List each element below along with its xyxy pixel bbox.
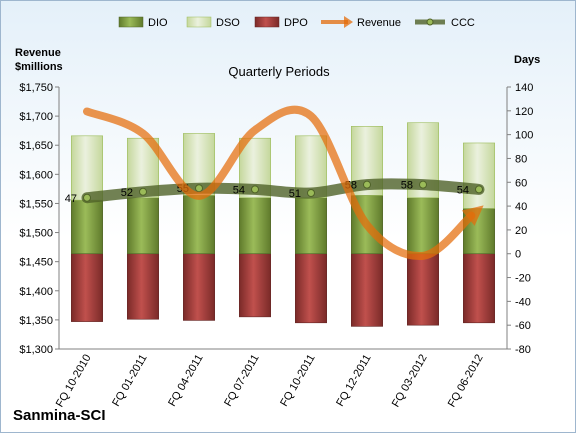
bar-dio [407,197,439,255]
legend-marker-ccc [426,18,434,26]
data-label-ccc: 54 [457,184,469,196]
data-label-ccc: 58 [401,180,413,192]
bar-dio [183,195,215,255]
data-label-ccc: 52 [121,187,133,199]
x-axis-tick-label: FQ 07-2011 [222,353,261,409]
series-line-ccc [81,178,485,204]
legend-label-dio: DIO [148,17,168,29]
bar-dio [295,197,327,255]
x-axis-tick-label: FQ 06-2012 [446,353,486,410]
legend-swatch-dio [118,16,144,28]
bar-dpo [183,253,215,321]
left-axis-tick-label: $1,300 [19,344,53,356]
bar-dio [239,197,271,255]
right-axis-tick-label: 140 [515,82,533,94]
point-ccc [475,185,483,194]
bar-dio [71,199,103,255]
x-axis-labels: FQ 10-2010 FQ 01-2011 FQ 04-2011 FQ 07-2011… [54,353,486,410]
left-axis-tick-label: $1,350 [19,315,53,327]
bar-dpo [295,253,327,324]
left-axis-title-line1: Revenue [15,47,61,59]
bar-dpo [239,253,271,318]
legend-swatch-dpo [254,16,280,28]
left-axis-title-line2: $millions [15,61,63,73]
data-label-ccc: 54 [233,184,245,196]
left-axis-tick-label: $1,500 [19,228,53,240]
series-line-revenue [83,105,476,260]
bar-dpo [127,253,159,320]
bar-dso [463,142,495,209]
left-axis-tick-label: $1,650 [19,140,53,152]
point-ccc [419,180,427,189]
right-axis-tick-label: -20 [515,273,531,285]
left-axis-tick-label: $1,600 [19,169,53,181]
legend-label-dpo: DPO [284,17,308,29]
legend-arrowhead-revenue [344,16,353,28]
x-axis-tick-label: FQ 04-2011 [166,353,205,409]
point-ccc [251,185,259,194]
right-axis-title: Days [514,54,540,66]
left-axis-tick-label: $1,450 [19,257,53,269]
left-axis-tick-label: $1,400 [19,286,53,298]
legend-label-dso: DSO [216,17,240,29]
legend-label-ccc: CCC [451,17,475,29]
bar-dso [71,135,103,201]
x-axis-tick-label: FQ 01-2011 [110,353,149,409]
right-axis-tick-label: 40 [515,201,527,213]
right-axis-tick-label: 0 [515,249,521,261]
data-label-ccc: 47 [65,193,77,205]
x-axis-tick-label: FQ 03-2012 [390,353,430,410]
chart-title: Quarterly Periods [228,64,330,79]
bar-dio [127,197,159,255]
right-axis-tick-label: -80 [515,344,531,356]
left-axis-tick-label: $1,750 [19,82,53,94]
chart-legend: DIO DSO DPO Revenue CCC [118,16,475,29]
right-axis-tick-label: 120 [515,106,533,118]
arrowhead-revenue [461,205,484,226]
right-axis-tick-label: -60 [515,320,531,332]
right-axis-tick-label: -40 [515,296,531,308]
right-axis-tick-label: 80 [515,153,527,165]
data-label-ccc: 51 [289,188,301,200]
point-ccc [307,188,315,197]
x-axis-tick-label: FQ 10-2010 [54,353,94,410]
chart-axes: $1,300 $1,350 $1,400 $1,450 $1,500 $1,550 $1,6… [19,82,533,356]
right-axis-tick-label: 100 [515,130,533,142]
right-axis-tick-label: 20 [515,225,527,237]
bar-dpo [463,253,495,324]
point-ccc [363,180,371,189]
bar-dpo [351,253,383,327]
left-axis-tick-label: $1,550 [19,198,53,210]
point-ccc [83,193,91,202]
bar-dpo [407,253,439,326]
legend-label-revenue: Revenue [357,17,401,29]
x-axis-tick-label: FQ 10-2011 [278,353,317,409]
point-ccc [195,184,203,193]
left-axis-tick-label: $1,700 [19,111,53,123]
x-axis-tick-label: FQ 12-2011 [334,353,373,409]
right-axis-tick-label: 60 [515,177,527,189]
company-name: Sanmina-SCI [13,407,106,424]
legend-swatch-dso [186,16,212,28]
bar-dpo [71,253,103,322]
chart-bars [71,122,495,327]
point-ccc [139,187,147,196]
